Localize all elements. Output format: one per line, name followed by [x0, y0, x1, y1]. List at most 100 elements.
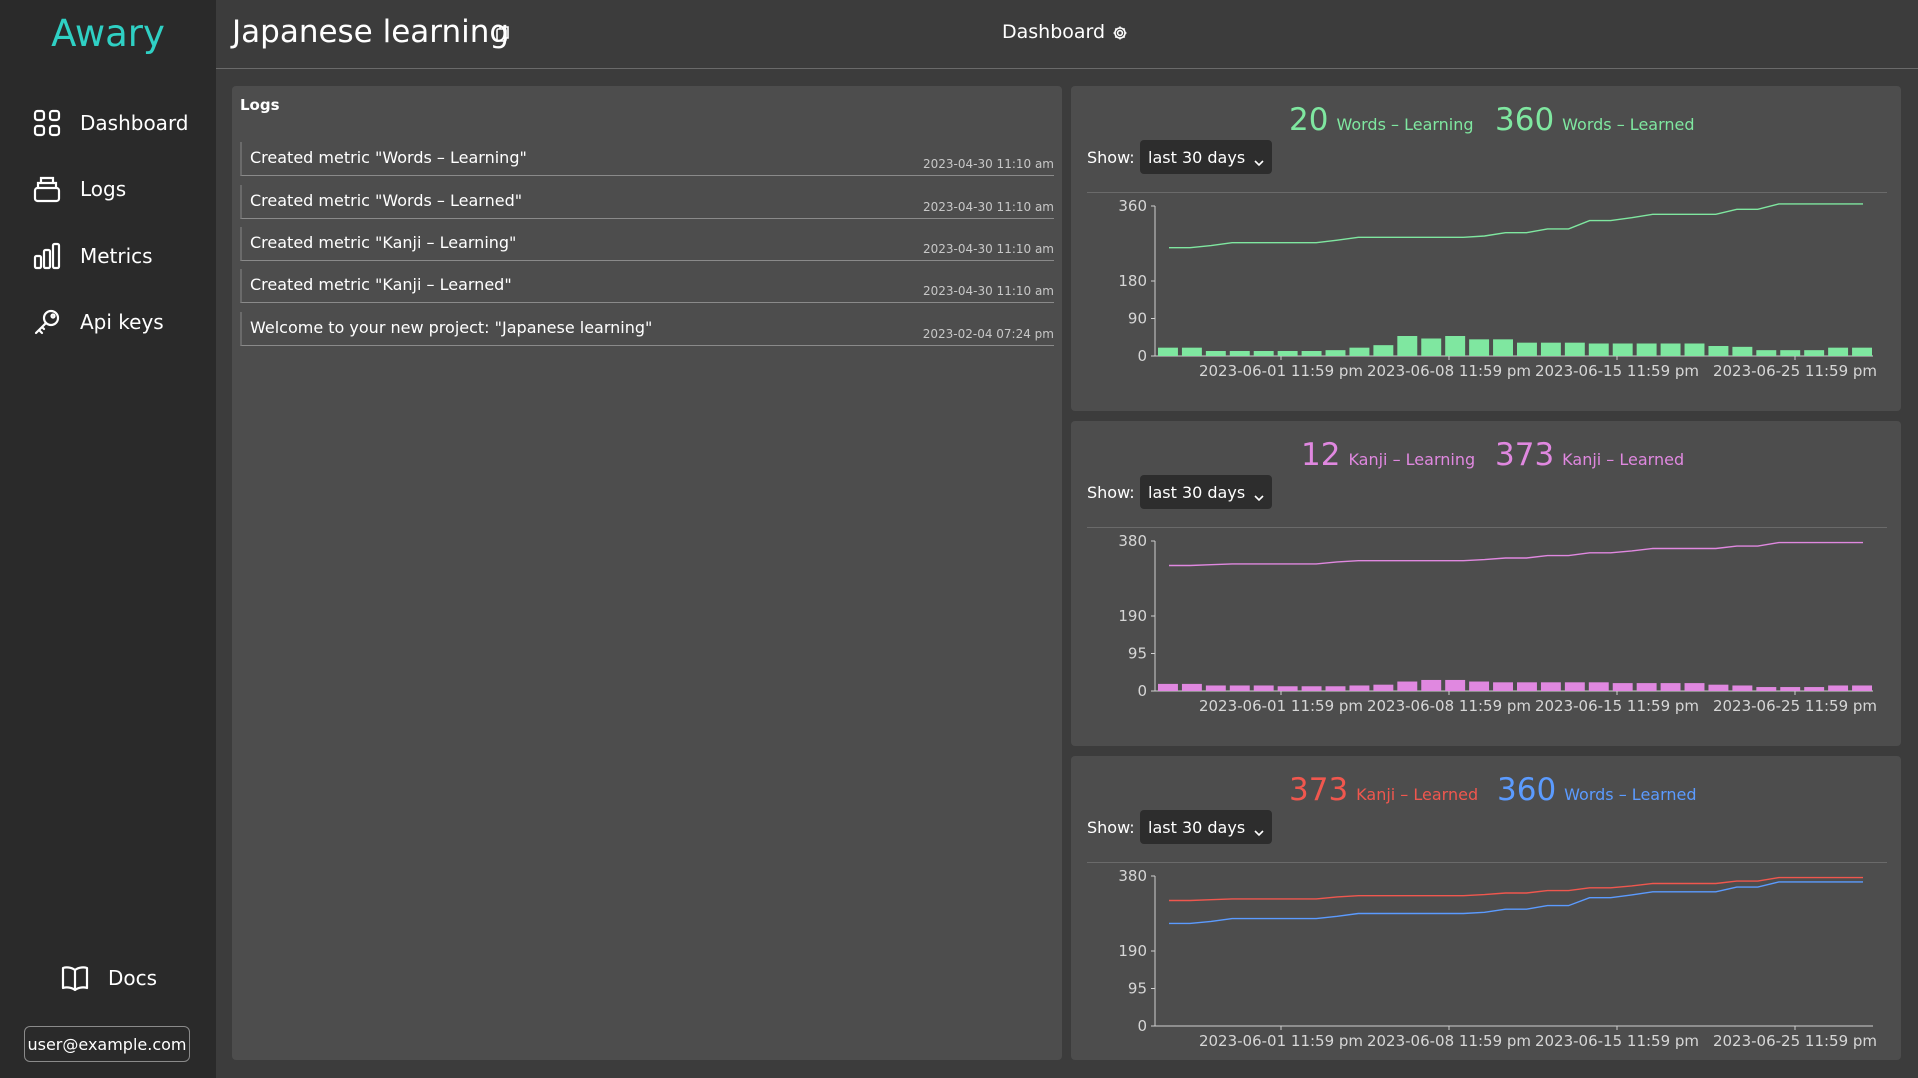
- gear-icon[interactable]: [1112, 25, 1128, 41]
- stat-words-learned: 360 Words – Learned: [1495, 102, 1695, 138]
- series-line: [1169, 541, 1863, 567]
- x-tick-label: 2023-06-08 11:59 pm: [1367, 697, 1531, 715]
- bar: [1540, 342, 1561, 356]
- bar: [1780, 687, 1801, 691]
- divider: [1087, 192, 1887, 193]
- bar: [1852, 347, 1872, 356]
- bar: [1373, 345, 1394, 356]
- log-text: Created metric "Kanji – Learned": [250, 275, 512, 294]
- x-tick-label: 2023-06-01 11:59 pm: [1199, 1032, 1363, 1050]
- range-select-value: last 30 days: [1148, 147, 1246, 167]
- chevron-down-icon: [1254, 487, 1264, 502]
- bar: [1756, 350, 1777, 356]
- sidebar-item-label: Logs: [80, 177, 127, 201]
- view-title: Dashboard: [1002, 21, 1106, 43]
- stat-kanji-learned: 373 Kanji – Learned: [1289, 772, 1478, 808]
- bar: [1756, 687, 1777, 691]
- log-entry[interactable]: Created metric "Words – Learning" 2023-0…: [240, 142, 1054, 176]
- log-entry[interactable]: Welcome to your new project: "Japanese l…: [240, 312, 1054, 346]
- stat-value: 20: [1289, 102, 1329, 138]
- user-email-button[interactable]: user@example.com: [24, 1026, 190, 1062]
- metric-panel-learned-compare: 373 Kanji – Learned 360 Words – Learned …: [1071, 756, 1901, 1060]
- stats-row: 373 Kanji – Learned 360 Words – Learned: [1071, 772, 1901, 812]
- log-text: Created metric "Words – Learned": [250, 191, 523, 210]
- x-tick-label: 2023-06-25 11:59 pm: [1713, 1032, 1877, 1050]
- sidebar-item-docs[interactable]: Docs: [60, 958, 157, 998]
- bar: [1229, 351, 1250, 356]
- bar: [1277, 686, 1298, 691]
- bar: [1828, 347, 1849, 356]
- stat-kanji-learning: 12 Kanji – Learning: [1301, 437, 1475, 473]
- bar: [1205, 351, 1226, 356]
- kanji-chart: 0 95 190 380 2023-06-01 11:59 pm 2023-06-08 1…: [1118, 532, 1877, 715]
- bar: [1828, 685, 1849, 691]
- y-tick-label: 380: [1118, 867, 1147, 885]
- bar: [1564, 342, 1585, 356]
- x-tick-label: 2023-06-01 11:59 pm: [1199, 697, 1363, 715]
- log-entry[interactable]: Created metric "Kanji – Learning" 2023-0…: [240, 227, 1054, 261]
- x-tick-label: 2023-06-08 11:59 pm: [1367, 1032, 1531, 1050]
- log-timestamp: 2023-04-30 11:10 am: [923, 200, 1054, 214]
- sidebar-item-metrics[interactable]: Metrics: [32, 236, 153, 276]
- sidebar-item-api-keys[interactable]: Api keys: [32, 302, 164, 342]
- bar: [1804, 350, 1825, 356]
- stat-words-learned: 360 Words – Learned: [1497, 772, 1697, 808]
- log-text: Created metric "Words – Learning": [250, 148, 527, 167]
- words-chart: 0 90 180 360 2023-06-01 11:59 pm 2023-06-08 1…: [1118, 197, 1877, 380]
- bar: [1636, 683, 1657, 691]
- bar: [1181, 683, 1202, 691]
- y-tick-label: 90: [1128, 310, 1147, 328]
- bar: [1325, 350, 1346, 356]
- range-select[interactable]: last 30 days: [1140, 810, 1272, 844]
- bar: [1253, 685, 1274, 691]
- bar: [1612, 683, 1633, 691]
- bar: [1517, 682, 1537, 691]
- copy-icon[interactable]: [494, 24, 510, 44]
- y-tick-label: 190: [1118, 942, 1147, 960]
- bar: [1588, 343, 1609, 356]
- bar: [1588, 682, 1609, 691]
- range-select[interactable]: last 30 days: [1140, 140, 1272, 174]
- range-select-value: last 30 days: [1148, 817, 1246, 837]
- stat-value: 12: [1301, 437, 1341, 473]
- stat-value: 373: [1289, 772, 1349, 808]
- x-tick-label: 2023-06-08 11:59 pm: [1367, 362, 1531, 380]
- series-line: [1169, 203, 1863, 249]
- sidebar-item-label: Dashboard: [80, 111, 189, 135]
- bar: [1493, 339, 1513, 356]
- bar: [1708, 346, 1729, 356]
- metric-panel-words: 20 Words – Learning 360 Words – Learned …: [1071, 86, 1901, 411]
- bar: [1397, 336, 1418, 356]
- sidebar-item-dashboard[interactable]: Dashboard: [32, 103, 189, 143]
- grid-icon: [32, 108, 62, 138]
- show-label: Show:: [1087, 148, 1135, 167]
- range-select[interactable]: last 30 days: [1140, 475, 1272, 509]
- stat-value: 360: [1497, 772, 1557, 808]
- y-tick-label: 360: [1118, 197, 1147, 215]
- y-tick-label: 95: [1128, 980, 1147, 998]
- stat-value: 373: [1495, 437, 1555, 473]
- bar: [1684, 343, 1705, 356]
- bar: [1373, 684, 1394, 691]
- stat-label: Kanji – Learning: [1348, 450, 1476, 469]
- bar: [1253, 351, 1274, 356]
- bar: [1493, 682, 1513, 691]
- bar: [1660, 683, 1681, 691]
- bar: [1397, 681, 1418, 691]
- sidebar-item-logs[interactable]: Logs: [32, 169, 126, 209]
- x-tick-label: 2023-06-25 11:59 pm: [1713, 362, 1877, 380]
- bar: [1852, 685, 1872, 691]
- bar: [1301, 351, 1322, 356]
- app-logo[interactable]: Awary: [51, 12, 165, 55]
- log-entry[interactable]: Created metric "Kanji – Learned" 2023-04…: [240, 269, 1054, 303]
- bar: [1421, 338, 1442, 356]
- stats-row: 12 Kanji – Learning 373 Kanji – Learned: [1071, 437, 1901, 477]
- y-tick-label: 95: [1128, 645, 1147, 663]
- show-label: Show:: [1087, 818, 1135, 837]
- divider: [1087, 862, 1887, 863]
- bar: [1564, 682, 1585, 691]
- bar: [1421, 679, 1442, 691]
- metric-panel-kanji: 12 Kanji – Learning 373 Kanji – Learned …: [1071, 421, 1901, 746]
- stat-label: Words – Learned: [1564, 785, 1697, 804]
- log-entry[interactable]: Created metric "Words – Learned" 2023-04…: [240, 185, 1054, 219]
